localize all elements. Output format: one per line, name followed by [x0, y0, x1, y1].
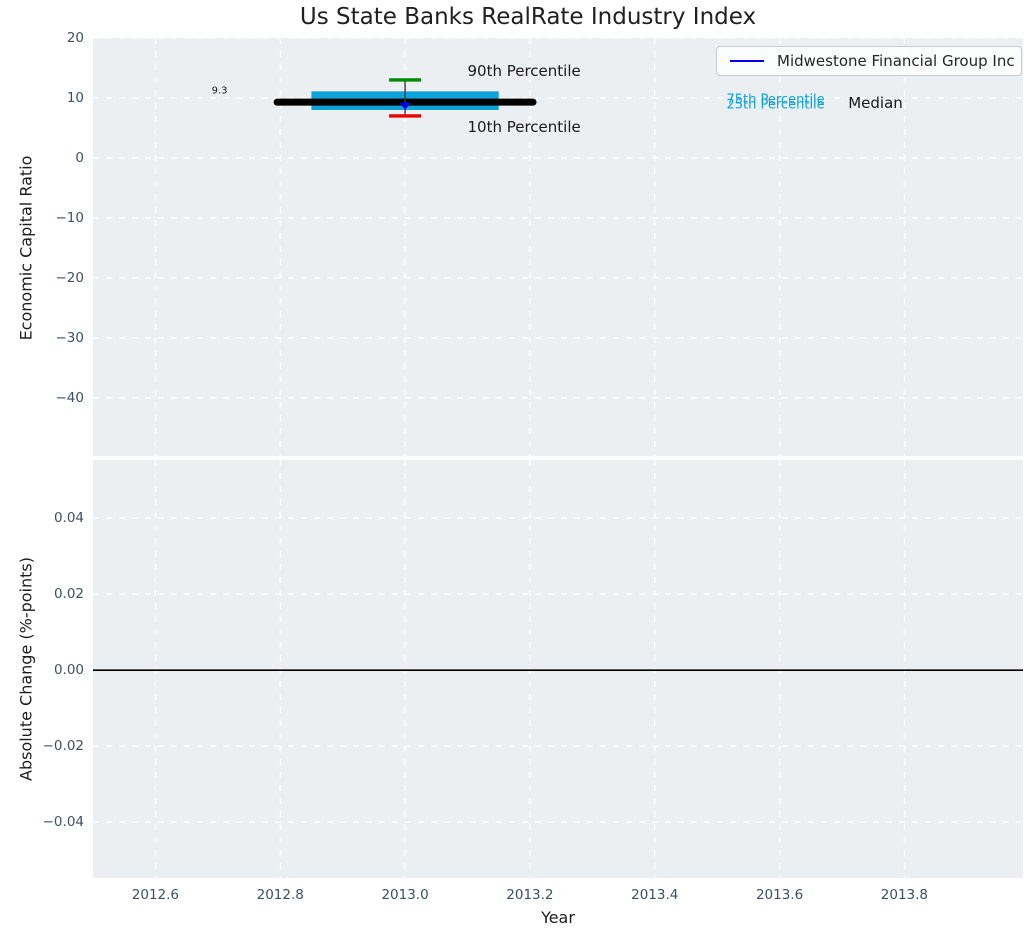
- x-tick-label: 2013.6: [755, 887, 804, 903]
- y-tick-label: −20: [55, 269, 85, 286]
- legend-line-sample: [730, 60, 764, 62]
- x-tick-label: 2013.0: [381, 887, 429, 903]
- x-tick-label: 2013.8: [880, 887, 929, 903]
- annotation-25th-percentile: 25th Percentile: [726, 97, 825, 113]
- x-axis-label: Year: [541, 908, 575, 927]
- y-tick-label: −10: [55, 209, 85, 226]
- annotation-10th-percentile: 10th Percentile: [467, 117, 581, 136]
- x-tick-label: 2012.8: [256, 887, 304, 903]
- annotation-median: Median: [848, 93, 903, 112]
- y-tick-label: −30: [55, 329, 85, 346]
- y-tick-label: −40: [55, 389, 85, 406]
- plot-area-bottom: [93, 460, 1023, 878]
- x-tick-label: 2012.6: [131, 887, 180, 903]
- x-tick-label: 2013.2: [506, 887, 554, 903]
- chart-title: Us State Banks RealRate Industry Index: [299, 4, 757, 30]
- y-tick-label: −0.02: [42, 738, 84, 755]
- y-axis-label-top: Economic Capital Ratio: [16, 155, 36, 341]
- y-tick-label: 20: [66, 30, 84, 46]
- y-tick-label: 0: [75, 149, 84, 166]
- legend-box: Midwestone Financial Group Inc: [716, 46, 1022, 76]
- annotation-90th-percentile: 90th Percentile: [467, 61, 581, 80]
- y-tick-label: 0.02: [53, 586, 84, 603]
- legend-label: Midwestone Financial Group Inc: [777, 52, 1015, 70]
- plot-area-top: [93, 38, 1023, 456]
- annotation-value-label: 9.3: [211, 85, 228, 97]
- annotation-75th-percentile: 75th Percentile: [726, 92, 825, 108]
- y-tick-label: 0.04: [53, 510, 84, 527]
- company-marker: [399, 102, 412, 110]
- y-tick-label: −0.04: [42, 814, 84, 831]
- y-tick-label: 10: [66, 89, 84, 106]
- y-tick-label: 0.00: [53, 662, 84, 679]
- x-tick-label: 2013.4: [631, 887, 679, 903]
